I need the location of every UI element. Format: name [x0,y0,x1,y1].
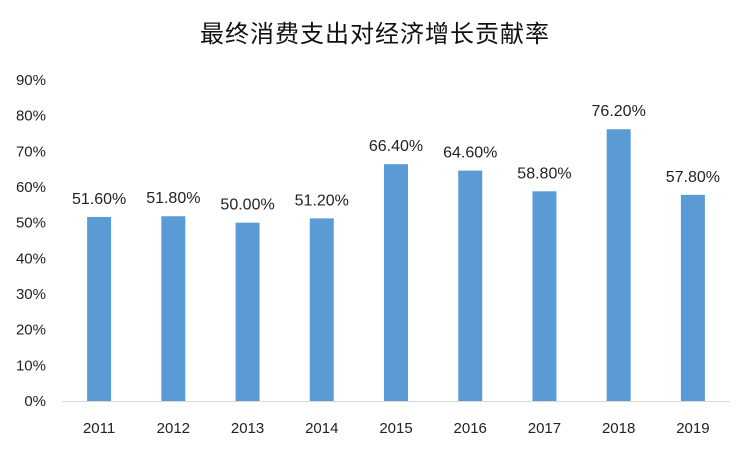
y-tick-label: 10% [16,357,46,374]
bar-2015 [384,164,408,401]
data-label-2017: 58.80% [517,165,571,182]
chart-title: 最终消费支出对经济增长贡献率 [200,20,550,48]
y-tick-label: 40% [16,250,46,267]
y-tick-label: 30% [16,286,46,303]
data-label-2018: 76.20% [592,103,646,120]
bar-2019 [680,194,705,401]
data-label-2013: 50.00% [220,197,274,214]
bar-2013 [235,222,260,401]
bar-2014 [309,218,334,401]
x-tick-label-2011: 2011 [83,420,115,437]
bar-2018 [606,129,631,401]
data-label-2014: 51.20% [295,192,349,209]
x-tick-label-2014: 2014 [305,420,338,437]
x-tick-label-2012: 2012 [157,420,190,437]
y-tick-label: 50% [16,215,46,232]
y-tick-label: 60% [16,179,46,196]
y-tick-label: 80% [16,108,46,125]
bar-2017 [532,191,557,401]
bar-2011 [87,216,112,401]
x-tick-label-2017: 2017 [528,420,561,437]
y-tick-label: 0% [24,393,46,410]
x-tick-label-2018: 2018 [602,420,635,437]
y-tick-label: 20% [16,322,46,339]
data-label-2012: 51.80% [146,190,200,207]
bar-2012 [161,216,186,401]
x-tick-label-2013: 2013 [231,420,264,437]
y-tick-label: 90% [16,72,46,89]
data-label-2019: 57.80% [666,169,720,186]
x-tick-label-2015: 2015 [379,420,412,437]
bar-2016 [458,170,483,401]
x-tick-label-2019: 2019 [676,420,709,437]
y-tick-label: 70% [16,143,46,160]
x-tick-label-2016: 2016 [454,420,487,437]
data-label-2011: 51.60% [72,191,126,208]
data-label-2015: 66.40% [369,138,423,155]
data-label-2016: 64.60% [443,145,497,162]
